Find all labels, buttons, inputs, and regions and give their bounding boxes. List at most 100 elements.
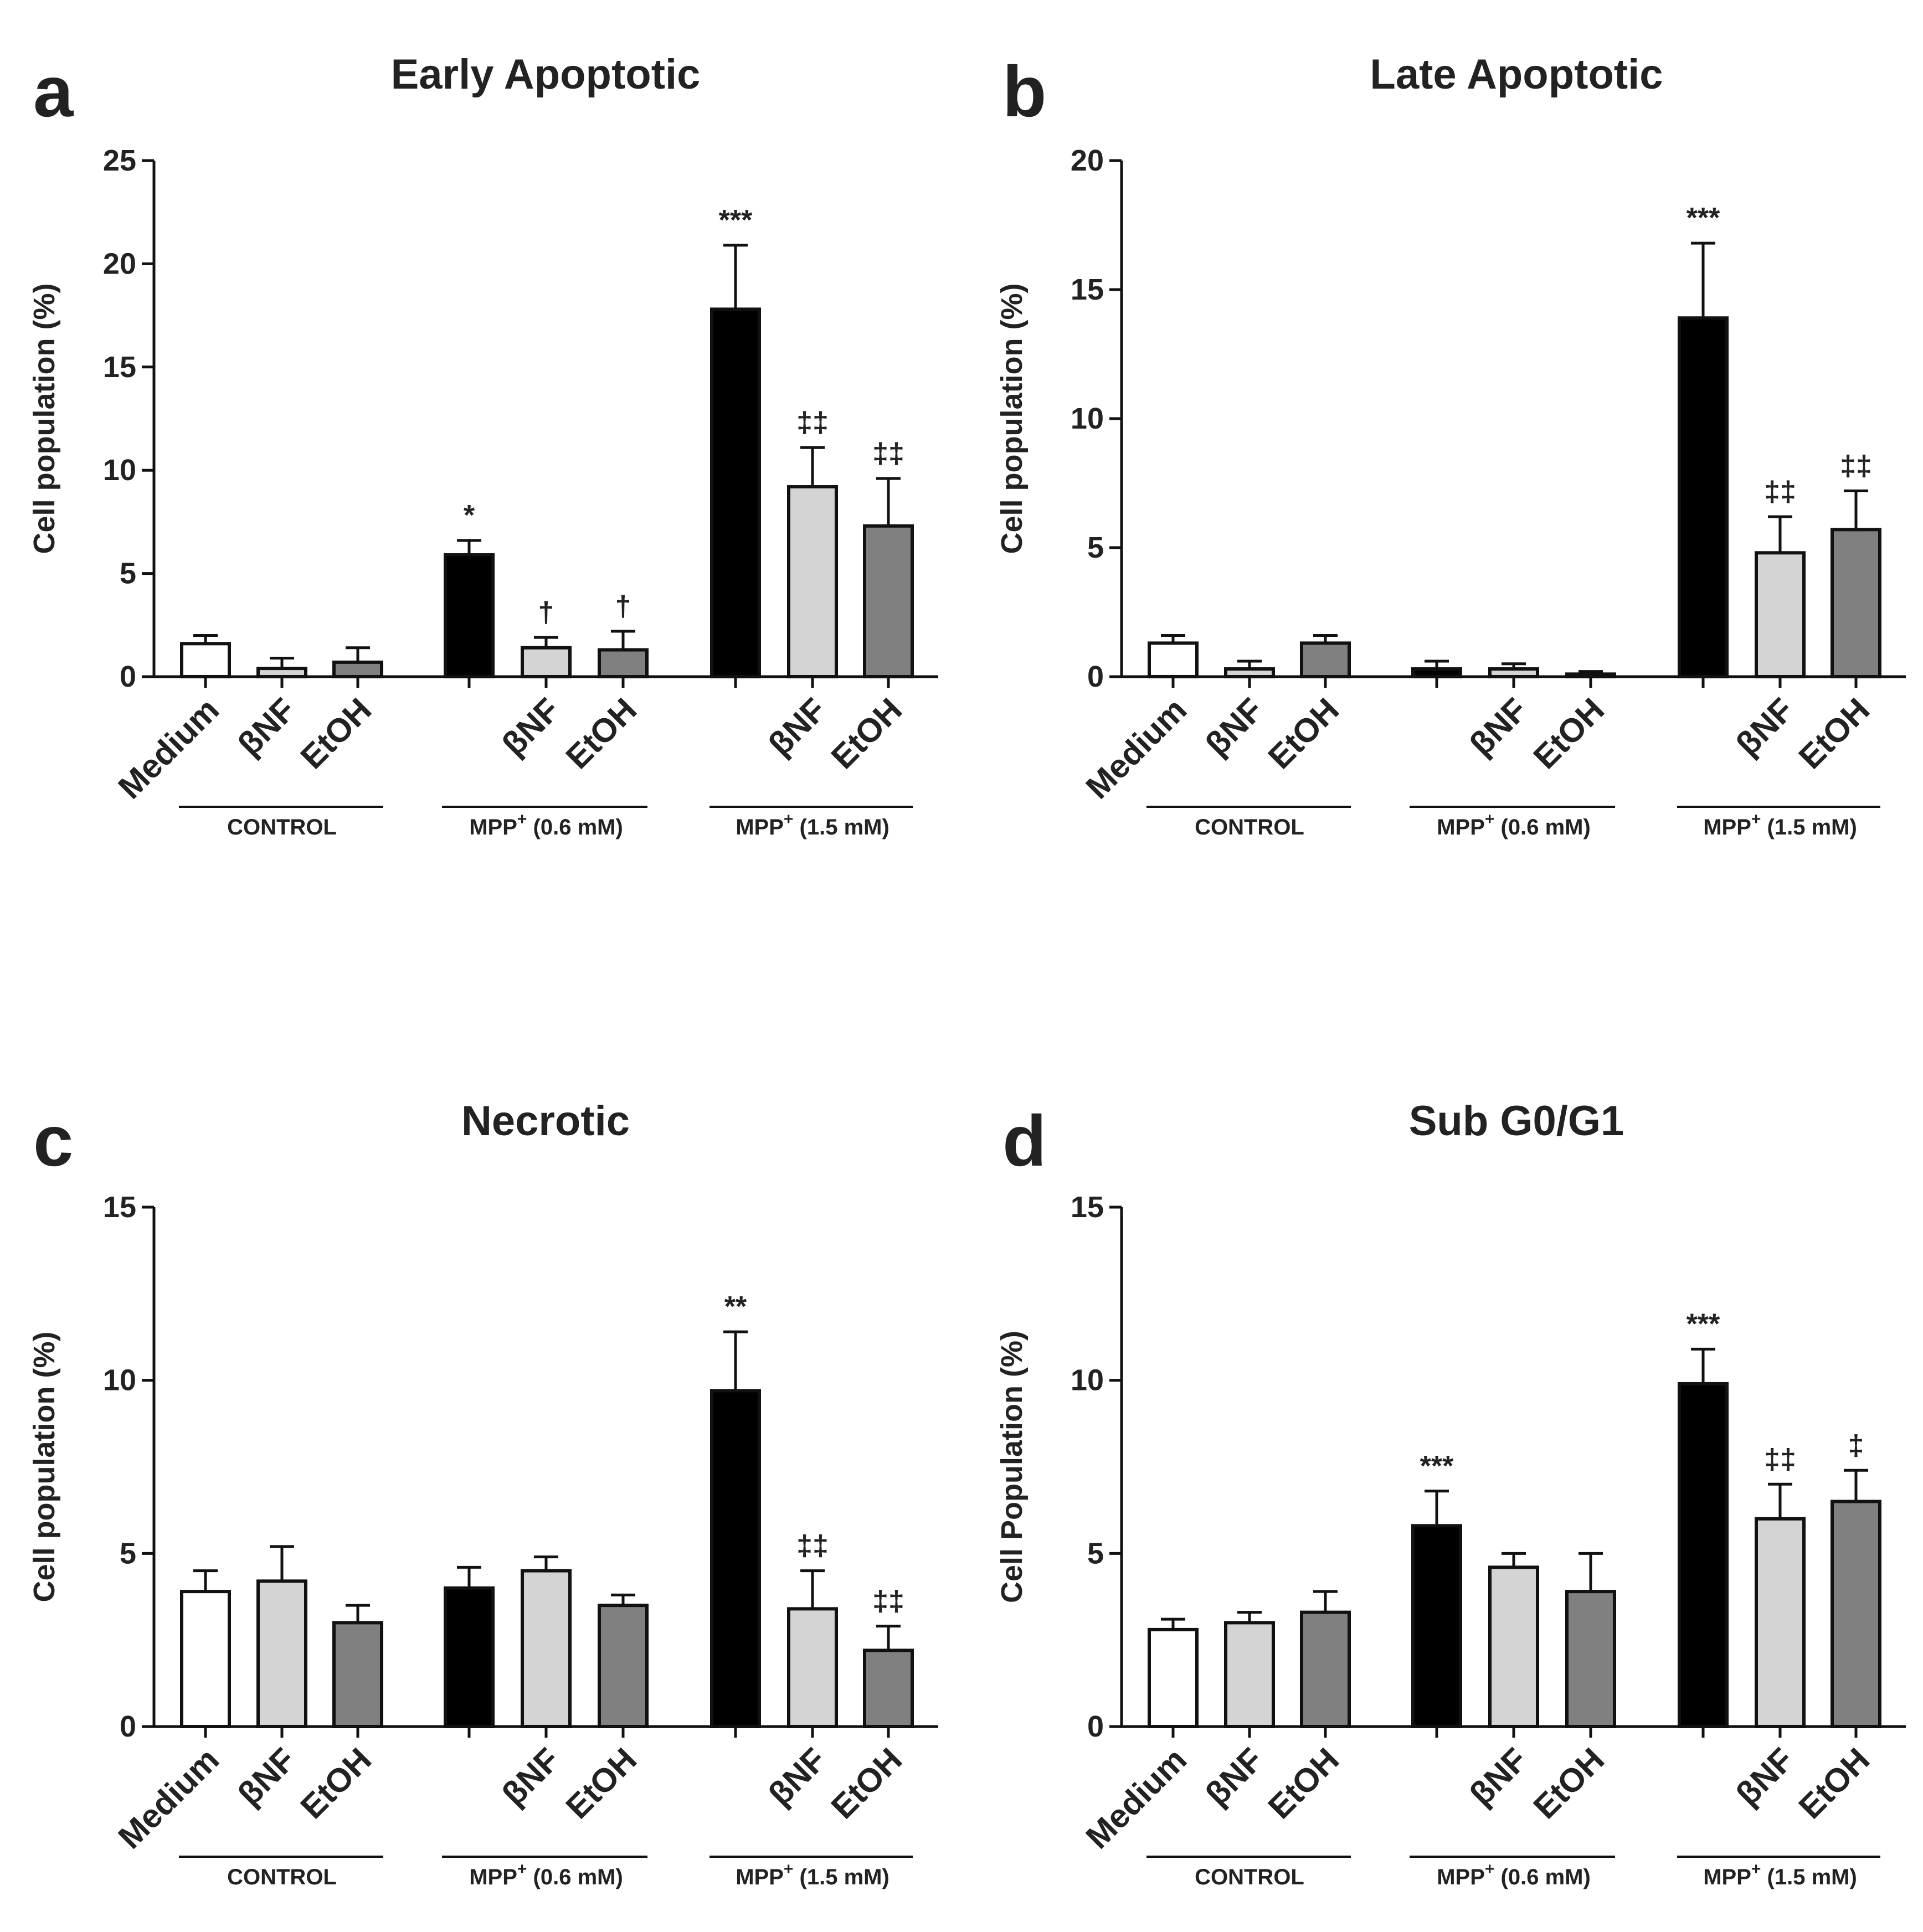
- panel-letter: c: [33, 1100, 73, 1181]
- bar: [1755, 551, 1806, 678]
- y-tick-label: 10: [103, 454, 136, 487]
- y-tick-label: 0: [120, 660, 136, 693]
- y-tick-label: 20: [103, 247, 136, 280]
- bar: [180, 642, 231, 679]
- category-label: βNF: [1462, 691, 1534, 763]
- y-tick-label: 15: [1071, 1191, 1104, 1224]
- category-label: βNF: [230, 691, 302, 763]
- category-label: βNF: [230, 1741, 302, 1813]
- significance-label: †: [615, 590, 631, 622]
- panel-letter: a: [33, 51, 74, 132]
- bar: [1565, 1590, 1616, 1729]
- y-tick-label: 20: [1071, 144, 1104, 177]
- category-label: EtOH: [559, 691, 644, 776]
- category-label: βNF: [761, 691, 833, 763]
- group-label: MPP+ (1.5 mM): [1703, 810, 1857, 839]
- chart-title: Early Apoptotic: [391, 51, 701, 98]
- group-label: MPP+ (0.6 mM): [1437, 810, 1591, 839]
- group-label: CONTROL: [1195, 815, 1304, 839]
- y-axis-label: Cell population (%): [995, 284, 1029, 554]
- bar: [1831, 1500, 1881, 1729]
- significance-label: ***: [719, 204, 753, 236]
- significance-label: ‡‡: [1840, 450, 1872, 482]
- y-tick-label: 5: [120, 1537, 136, 1570]
- category-label: EtOH: [1261, 691, 1346, 776]
- y-tick-label: 5: [1087, 1537, 1104, 1570]
- bar: [1755, 1517, 1806, 1729]
- panel-d: d Sub G0/G1 0 5 10 15 Cell Population (%) Mediu…: [995, 1098, 1906, 1889]
- y-tick-label: 0: [1087, 660, 1104, 693]
- category-label: βNF: [1729, 1741, 1801, 1813]
- significance-label: ‡‡: [796, 406, 829, 439]
- y-tick-label: 15: [1071, 273, 1104, 306]
- category-label: EtOH: [559, 1741, 644, 1826]
- category-label: Medium: [1079, 1741, 1194, 1856]
- chart-title: Late Apoptotic: [1370, 51, 1663, 98]
- category-label: βNF: [1198, 691, 1270, 763]
- y-tick-label: 10: [103, 1364, 136, 1397]
- bar: [180, 1590, 231, 1729]
- bar: [863, 524, 914, 679]
- category-label: Medium: [111, 1741, 227, 1856]
- y-tick-label: 10: [1071, 1364, 1104, 1397]
- category-label: βNF: [495, 691, 567, 763]
- panel-b: b Late Apoptotic 0 5 10 15 20 Cell population (…: [995, 51, 1906, 839]
- bar: [521, 646, 572, 678]
- category-label: βNF: [1729, 691, 1801, 763]
- bar: [1148, 641, 1199, 679]
- significance-label: ‡‡: [1764, 1443, 1796, 1475]
- y-tick-label: 15: [103, 1191, 136, 1224]
- significance-label: †: [538, 596, 554, 628]
- category-label: EtOH: [1261, 1741, 1346, 1826]
- chart-title: Sub G0/G1: [1409, 1098, 1624, 1145]
- bar: [444, 1586, 495, 1729]
- group-label: MPP+ (0.6 mM): [469, 810, 623, 839]
- y-axis-label: Cell Population (%): [995, 1331, 1029, 1603]
- category-label: EtOH: [1526, 691, 1611, 776]
- category-label: EtOH: [1792, 1741, 1876, 1826]
- bar: [1148, 1627, 1199, 1729]
- group-label: MPP+ (1.5 mM): [736, 1860, 889, 1889]
- y-tick-label: 0: [1087, 1710, 1104, 1743]
- bar: [863, 1648, 914, 1729]
- category-label: EtOH: [824, 1741, 909, 1826]
- y-tick-label: 0: [120, 1710, 136, 1743]
- group-label: MPP+ (0.6 mM): [469, 1860, 623, 1889]
- bar: [1488, 667, 1539, 679]
- group-label: CONTROL: [227, 1865, 337, 1889]
- bar: [710, 1389, 761, 1729]
- bar: [598, 648, 649, 679]
- bar: [787, 1607, 838, 1729]
- bar: [1300, 1610, 1351, 1728]
- group-label: MPP+ (1.5 mM): [1703, 1860, 1857, 1889]
- category-label: EtOH: [1792, 691, 1876, 776]
- panel-letter: d: [1002, 1100, 1046, 1181]
- bar: [1565, 672, 1616, 678]
- significance-label: ‡‡: [796, 1530, 829, 1562]
- bar: [598, 1604, 649, 1728]
- y-tick-label: 5: [1087, 531, 1104, 564]
- bar: [1411, 1524, 1462, 1728]
- category-label: βNF: [1462, 1741, 1534, 1813]
- bar: [521, 1569, 572, 1729]
- bar: [1224, 667, 1275, 679]
- bar: [1411, 667, 1462, 679]
- category-label: βNF: [495, 1741, 567, 1813]
- category-label: EtOH: [824, 691, 909, 776]
- bar: [256, 667, 307, 679]
- significance-label: ‡‡: [1764, 476, 1796, 508]
- y-tick-label: 10: [1071, 402, 1104, 435]
- bar: [444, 553, 495, 678]
- y-tick-label: 15: [103, 351, 136, 384]
- significance-label: *: [464, 499, 475, 532]
- bar: [1831, 528, 1881, 678]
- bar: [1678, 316, 1729, 678]
- significance-label: ***: [1687, 1308, 1720, 1340]
- group-label: CONTROL: [1195, 1865, 1304, 1889]
- category-label: EtOH: [294, 1741, 378, 1826]
- category-label: βNF: [1198, 1741, 1270, 1813]
- y-tick-label: 5: [120, 557, 136, 590]
- group-label: MPP+ (0.6 mM): [1437, 1860, 1591, 1889]
- y-tick-label: 25: [103, 144, 136, 177]
